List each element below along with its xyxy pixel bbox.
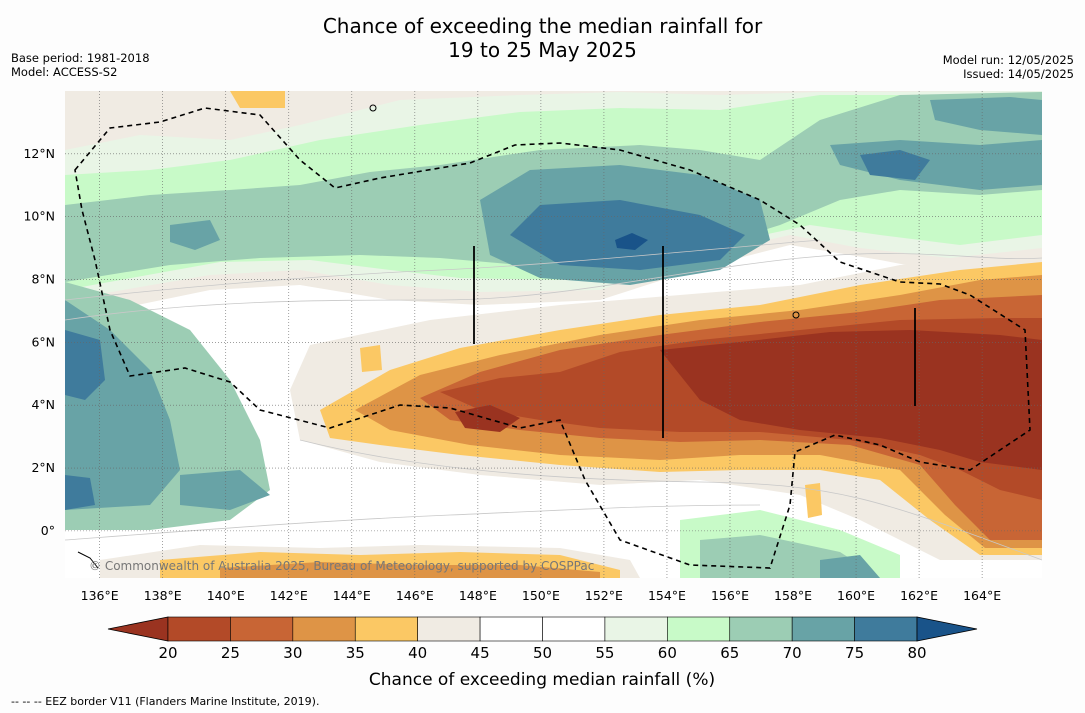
colorbar-tick-label: 65 — [720, 644, 739, 662]
colorbar-tick-label: 70 — [783, 644, 802, 662]
eez-border — [74, 107, 1031, 569]
lon-tick-label: 144°E — [333, 588, 371, 603]
region-40-45-top — [230, 91, 285, 108]
region-under-20 — [660, 330, 1042, 470]
meta-right: Model run: 12/05/2025 Issued: 14/05/2025 — [943, 53, 1074, 81]
lat-tick-label: 0° — [41, 523, 55, 538]
lat-tick-label: 2°N — [31, 460, 55, 475]
region-70-75-ne2 — [930, 97, 1042, 135]
lon-tick-label: 150°E — [522, 588, 560, 603]
colorbar-segment — [667, 616, 731, 642]
lon-tick-label: 160°E — [837, 588, 875, 603]
lon-tick-label: 158°E — [774, 588, 812, 603]
islands — [77, 104, 800, 569]
colorbar-tick-label: 55 — [595, 644, 614, 662]
colorbar-extend-low — [107, 616, 169, 642]
colorbar-tick-label: 45 — [471, 644, 490, 662]
colorbar-label: Chance of exceeding median rainfall (%) — [369, 670, 715, 690]
meta-left: Base period: 1981-2018 Model: ACCESS-S2 — [11, 51, 150, 79]
colorbar-tick-label: 30 — [283, 644, 302, 662]
colorbar-segment — [854, 616, 918, 642]
region-70-75-sw — [180, 470, 270, 510]
colorbar-tick-label: 60 — [658, 644, 677, 662]
lon-tick-label: 152°E — [585, 588, 623, 603]
region-75-80-ne — [860, 150, 930, 180]
colorbar-extend-high — [916, 616, 978, 642]
base-period: Base period: 1981-2018 — [11, 51, 150, 65]
lon-tick-label: 156°E — [711, 588, 749, 603]
lon-tick-label: 154°E — [648, 588, 686, 603]
title-line-1: Chance of exceeding the median rainfall … — [322, 14, 763, 38]
region-35-40-se — [805, 483, 822, 518]
colorbar-segment — [292, 616, 356, 642]
colorbar-segment — [167, 616, 231, 642]
longitude-labels: 136°E 138°E 140°E 142°E 144°E 146°E 148°E 150°E… — [81, 588, 1002, 603]
colorbar-segment — [417, 616, 481, 642]
region-60-65-west-sm — [170, 220, 220, 250]
lon-tick-label: 140°E — [207, 588, 245, 603]
colorbar-segment — [791, 616, 855, 642]
region-35-40-isle — [360, 345, 382, 372]
rainfall-map: © Commonwealth of Australia 2025, Bureau… — [23, 91, 1042, 690]
lon-tick-label: 148°E — [459, 588, 497, 603]
model-run: Model run: 12/05/2025 — [942, 53, 1074, 67]
issued-date: Issued: 14/05/2025 — [963, 67, 1074, 81]
region-75-80-west-2 — [65, 475, 95, 510]
lon-tick-label: 136°E — [81, 588, 119, 603]
colorbar-segment — [230, 616, 294, 642]
lat-tick-label: 8°N — [31, 272, 55, 287]
region-70-75-south — [820, 555, 880, 578]
colorbar-tick-label: 20 — [158, 644, 177, 662]
colorbar-tick-label: 40 — [408, 644, 427, 662]
reference-lines — [473, 246, 916, 438]
lon-tick-label: 142°E — [270, 588, 308, 603]
colorbar-tick-label: 50 — [533, 644, 552, 662]
colorbar-segment — [354, 616, 418, 642]
latitude-labels: 12°N 10°N 8°N 6°N 4°N 2°N 0° — [23, 146, 55, 538]
colorbar-segment — [604, 616, 668, 642]
lon-tick-label: 164°E — [963, 588, 1001, 603]
colorbar-segment — [542, 616, 606, 642]
lon-tick-label: 138°E — [144, 588, 182, 603]
map-area: © Commonwealth of Australia 2025, Bureau… — [65, 91, 1042, 578]
colorbar — [107, 616, 978, 642]
lat-tick-label: 4°N — [31, 397, 55, 412]
colorbar-tick-label: 35 — [346, 644, 365, 662]
lon-tick-label: 162°E — [900, 588, 938, 603]
region-30-35-sw — [220, 562, 600, 578]
model-name: Model: ACCESS-S2 — [11, 65, 118, 79]
lat-tick-label: 10°N — [23, 209, 55, 224]
colorbar-tick-label: 80 — [907, 644, 926, 662]
region-75-80-west-1 — [65, 330, 105, 400]
region-over-80-north — [615, 233, 648, 250]
colorbar-tick-label: 75 — [845, 644, 864, 662]
colorbar-tick-label: 25 — [221, 644, 240, 662]
lon-tick-label: 146°E — [396, 588, 434, 603]
lat-tick-label: 12°N — [23, 146, 55, 161]
lat-tick-label: 6°N — [31, 334, 55, 349]
copyright-text: © Commonwealth of Australia 2025, Bureau… — [89, 559, 594, 573]
eez-footnote: -- -- -- EEZ border V11 (Flanders Marine… — [11, 695, 320, 708]
colorbar-ticks: 20 25 30 35 40 45 50 55 60 65 70 75 80 — [158, 644, 926, 662]
title-line-2: 19 to 25 May 2025 — [448, 38, 637, 62]
colorbar-segment — [729, 616, 793, 642]
grid-lines — [65, 91, 1042, 578]
colorbar-segment — [479, 616, 543, 642]
map-title: Chance of exceeding the median rainfall … — [0, 14, 1085, 62]
